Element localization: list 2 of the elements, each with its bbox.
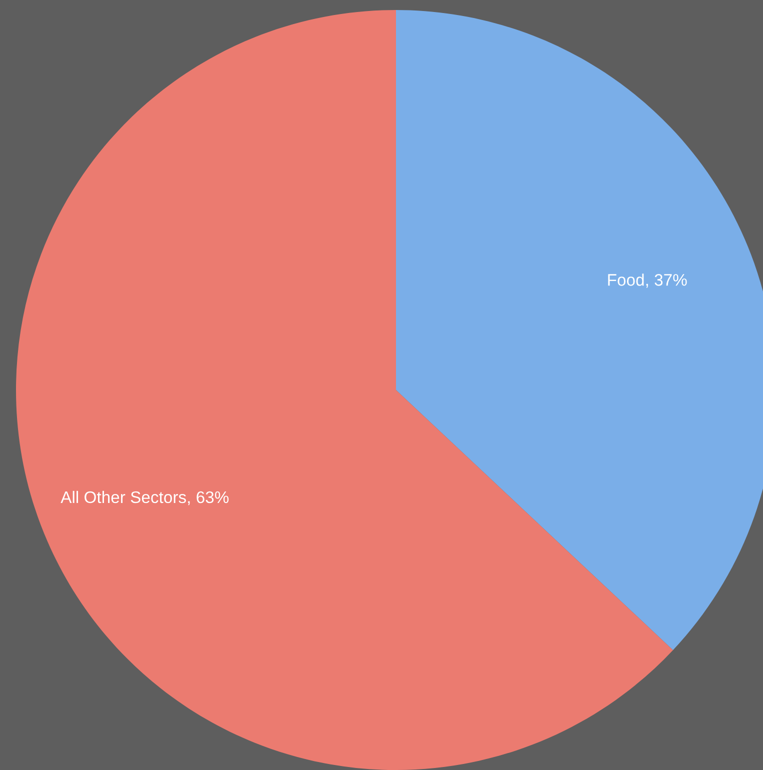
slice-label: All Other Sectors, 63% bbox=[60, 490, 229, 506]
slice-label: Food, 37% bbox=[608, 274, 687, 288]
